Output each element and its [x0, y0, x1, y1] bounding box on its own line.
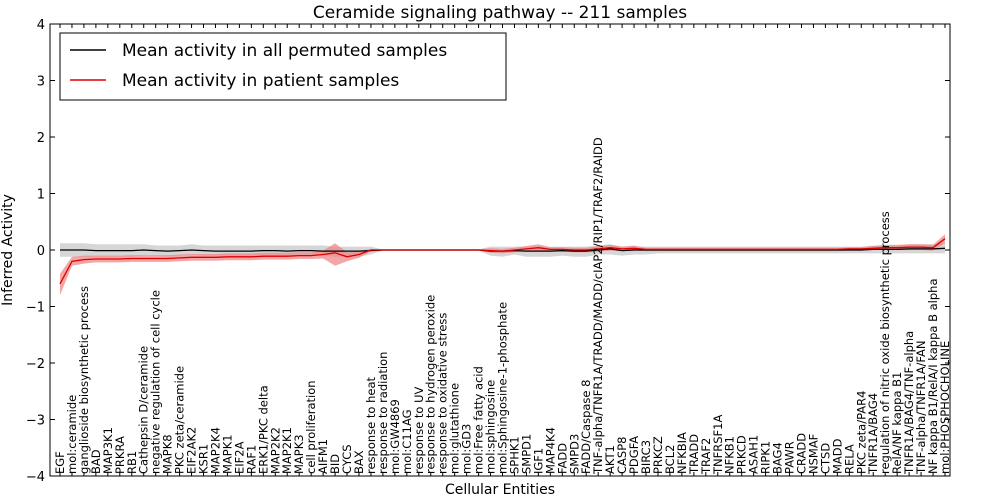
x-tick-label: AKT1 — [603, 445, 617, 474]
x-tick-label: EIF2A — [232, 441, 246, 474]
x-tick-label: CASP8 — [615, 437, 629, 474]
x-tick-label: EGF — [53, 451, 67, 474]
x-tick-label: BAX — [352, 450, 366, 474]
x-tick-label: response to UV — [412, 386, 426, 474]
x-tick-label: MAPK3 — [292, 434, 306, 474]
x-tick-label: mol:PHOSPHOCHOLINE — [938, 341, 952, 474]
x-tick-label: IGF1 — [531, 448, 545, 474]
x-tick-label: mol:Free fatty acid — [472, 366, 486, 474]
x-tick-label: ASAH1 — [747, 435, 761, 474]
x-tick-label: RelA/NF kappa B1 — [890, 372, 904, 474]
x-tick-label: KSR1 — [197, 444, 211, 474]
x-tick-label: PRKCD — [735, 435, 749, 474]
x-tick-label: BID — [328, 454, 342, 474]
x-tick-label: CRADD — [794, 433, 808, 474]
x-tick-label: MAP4K4 — [543, 427, 557, 474]
x-tick-label: TRAF2 — [699, 438, 713, 475]
x-tick-label: RAF1 — [244, 445, 258, 474]
x-tick-label: TNFR1A/BAG4/TNF-alpha — [902, 331, 916, 475]
x-tick-label: MAPK1 — [220, 434, 234, 474]
x-tick-label: response to radiation — [376, 352, 390, 474]
x-tick-label: CYCS — [340, 444, 354, 474]
line-patient — [59, 238, 946, 285]
chart-title: Ceramide signaling pathway -- 211 sample… — [313, 3, 687, 23]
y-tick-label: 3 — [37, 75, 45, 90]
x-tick-label: SMPD1 — [519, 434, 533, 474]
x-tick-label: TNF-alpha/TNFR1A/FAN — [914, 341, 928, 475]
x-tick-label: cell proliferation — [304, 380, 318, 474]
legend-label-patient: Mean activity in patient samples — [122, 71, 399, 91]
x-tick-label: BIRC3 — [639, 440, 653, 474]
y-axis-label: Inferred Activity — [0, 194, 16, 306]
x-tick-label: Cathepsin D/ceramide — [137, 346, 151, 474]
x-axis-label: Cellular Entities — [445, 482, 555, 498]
y-tick-label: 1 — [37, 188, 45, 203]
x-tick-label: response to heat — [364, 377, 378, 474]
legend-box — [59, 32, 507, 101]
x-tick-label: BCL2 — [663, 445, 677, 474]
x-tick-label: SPHK1 — [507, 436, 521, 474]
x-tick-label: PRKCZ — [651, 436, 665, 474]
x-tick-label: mol:C11AG — [400, 409, 414, 474]
y-axis: 4 3 2 1 0 −1 −2 −3 −4 — [26, 18, 950, 485]
x-tick-label: MAP2K2 — [268, 427, 282, 474]
x-tick-label: MAP2K1 — [280, 427, 294, 474]
x-tick-label: CTSD — [818, 443, 832, 474]
x-tick-label: TNF-alpha/TNFR1A/TRADD/MADD/cIAP2/RIP1/T… — [591, 137, 605, 475]
legend-label-permuted: Mean activity in all permuted samples — [122, 41, 447, 61]
x-tick-label: MADD — [830, 438, 844, 474]
band-patient — [60, 234, 945, 296]
series-lines — [59, 238, 946, 285]
x-tick-label: NF kappa B1/RelA/I kappa B alpha — [926, 278, 940, 474]
x-tick-label: mol:ceramide — [65, 395, 79, 474]
x-tick-label: PRKRA — [113, 436, 127, 474]
x-tick-label: mol:glutathione — [448, 383, 462, 474]
x-tick-label: ERK1/PKC delta — [256, 385, 270, 474]
y-tick-label: 4 — [37, 18, 45, 33]
x-tick-label: NSMAF — [806, 434, 820, 474]
x-tick-label: TNFR1A/BAG4 — [866, 393, 880, 475]
x-tick-label: regulation of nitric oxide biosynthetic … — [878, 211, 892, 474]
y-tick-label: −2 — [26, 357, 45, 372]
x-tick-label: AIFM1 — [316, 439, 330, 474]
y-tick-label: 0 — [37, 244, 45, 259]
legend: Mean activity in all permuted samples Me… — [59, 32, 507, 101]
x-tick-label: FADD — [555, 443, 569, 474]
x-tick-label: RIPK1 — [759, 441, 773, 474]
x-tick-label: NFKB1 — [723, 436, 737, 474]
y-tick-label: −1 — [26, 301, 45, 316]
x-tick-label: PKC zeta/ceramide — [173, 366, 187, 474]
x-tick-label: mol:sphingosine — [484, 380, 498, 474]
x-tick-label: BAG4 — [771, 442, 785, 474]
y-tick-label: −3 — [26, 414, 45, 429]
x-tick-label: TRADD — [687, 434, 701, 475]
x-tick-label: MAP2K4 — [208, 427, 222, 474]
x-tick-label: PAWR — [783, 441, 797, 474]
x-tick-label: FADD/Caspase 8 — [579, 380, 593, 474]
x-tick-label: RELA — [842, 444, 856, 474]
x-tick-label: mol:GD3 — [460, 424, 474, 474]
confidence-bands — [60, 234, 945, 296]
x-tick-label: TNFRSF1A — [711, 415, 725, 475]
x-tick-label: mol:GW4869 — [388, 399, 402, 474]
x-tick-label: response to hydrogen peroxide — [424, 295, 438, 474]
x-tick-label: response to oxidative stress — [436, 313, 450, 474]
x-tick-label: SMPD3 — [567, 434, 581, 474]
y-tick-label: −4 — [26, 470, 45, 485]
x-tick-label: ganglioside biosynthetic process — [77, 286, 91, 474]
x-tick-label: MAP3K1 — [101, 427, 115, 474]
x-tick-label: MAPK8 — [161, 434, 175, 474]
x-tick-label: NFKBIA — [675, 432, 689, 474]
x-tick-label: mol:Sphingosine-1-phosphate — [496, 302, 510, 474]
x-tick-label: PDGFA — [627, 436, 641, 474]
x-tick-label: EIF2AK2 — [185, 427, 199, 474]
x-tick-label: RB1 — [125, 451, 139, 474]
x-tick-label: negative regulation of cell cycle — [149, 290, 163, 474]
y-tick-label: 2 — [37, 131, 45, 146]
x-tick-label: PKC zeta/PAR4 — [854, 391, 868, 474]
x-tick-label: BAD — [89, 449, 103, 474]
